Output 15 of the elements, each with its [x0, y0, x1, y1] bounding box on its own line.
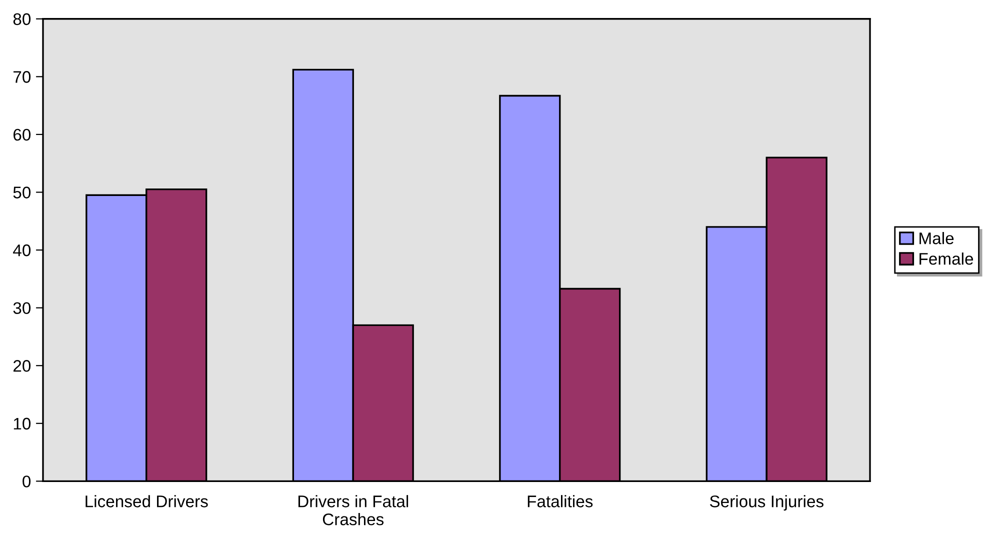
y-tick-label: 30 [13, 302, 31, 314]
y-tick-label: 0 [22, 476, 31, 488]
y-tick-label: 10 [14, 418, 31, 430]
x-tick-label: Fatalities [528, 495, 593, 508]
y-tick-label: 60 [14, 128, 31, 141]
y-tick-label: 50 [13, 186, 31, 198]
x-tick-label: Drivers in Fatal Crashes [298, 495, 408, 526]
y-tick-label: 20 [13, 360, 31, 372]
x-tick-label: Licensed Drivers [86, 495, 208, 508]
x-tick-label: Serious Injuries [710, 495, 824, 511]
y-tick-label: 70 [14, 71, 31, 83]
legend-label: Female [920, 252, 974, 265]
y-tick-label: 40 [13, 244, 31, 256]
legend-label: Male [920, 232, 954, 244]
y-tick-label: 80 [13, 13, 31, 26]
